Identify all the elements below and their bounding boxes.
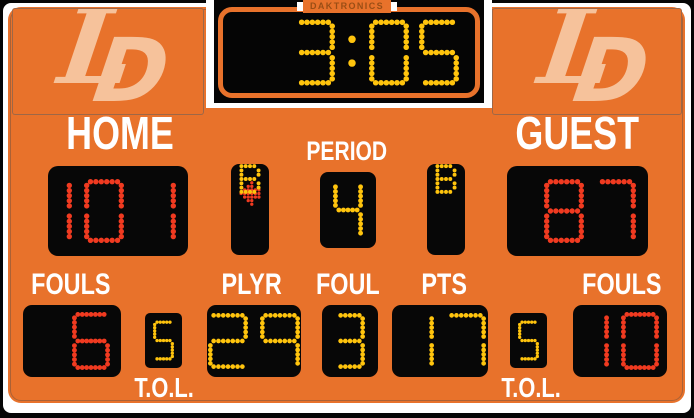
home-tol-display: [145, 313, 182, 368]
player-pts-panel: [392, 305, 488, 377]
guest-bonus-indicator: [427, 164, 465, 194]
guest-score-display: [507, 166, 648, 256]
period-panel: [320, 172, 376, 248]
brand-label: DAKTRONICS: [310, 1, 384, 11]
guest-tol-display: [510, 313, 547, 368]
home-bonus-indicator: [231, 164, 269, 194]
player-foul-panel: [322, 305, 378, 377]
player-pts-display: [392, 305, 488, 377]
guest-score-panel: [507, 166, 648, 256]
clock-panel: [218, 7, 480, 98]
home-label: HOME: [66, 107, 174, 159]
guest-fouls-label: FOULS: [582, 268, 662, 301]
home-logo-panel: L D: [12, 8, 204, 115]
player-number-panel: [207, 305, 301, 377]
ld-logo-letter-d: D: [567, 19, 656, 115]
home-tol-panel: [145, 313, 182, 368]
guest-label: GUEST: [515, 107, 639, 159]
player-number-display: [207, 305, 301, 377]
guest-fouls-panel: [573, 305, 667, 377]
player-foul-label: FOUL: [315, 268, 380, 301]
home-fouls-label: FOULS: [31, 268, 111, 301]
guest-tol-panel: [510, 313, 547, 368]
game-clock-display: [225, 14, 473, 91]
period-label: PERIOD: [306, 136, 388, 166]
player-pts-label: PTS: [421, 268, 467, 301]
ld-logo-letter-d: D: [87, 19, 176, 115]
home-fouls-panel: [23, 305, 121, 377]
guest-bonus-panel: [427, 164, 465, 255]
player-number-label: PLYR: [221, 268, 283, 301]
home-score-display: [48, 166, 188, 256]
clock-module: [206, 0, 492, 108]
brand-badge: DAKTRONICS: [297, 0, 397, 13]
home-tol-label: T.O.L.: [134, 372, 194, 403]
guest-tol-label: T.O.L.: [501, 372, 561, 403]
player-foul-display: [322, 305, 378, 377]
guest-fouls-display: [573, 305, 667, 377]
home-bonus-panel: [231, 164, 269, 255]
home-fouls-display: [23, 305, 121, 377]
period-display: [320, 172, 376, 248]
guest-logo-panel: L D: [492, 8, 682, 115]
home-score-panel: [48, 166, 188, 256]
